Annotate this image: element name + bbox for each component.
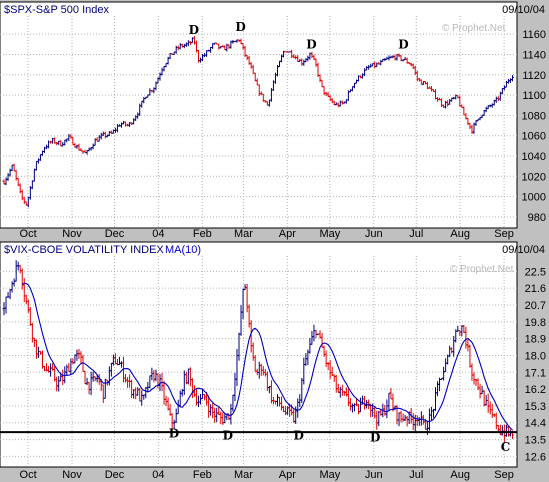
spx-annotation-d: D — [398, 37, 408, 51]
spx-y-tick-label: 1080 — [522, 110, 546, 122]
vix-annotation-d: D — [370, 430, 380, 444]
spx-annotation-d: D — [235, 20, 245, 34]
vix-annotation-d: D — [223, 429, 233, 443]
spx-y-tick-label: 1040 — [522, 151, 546, 163]
vix-ma-label: MA(10) — [165, 244, 201, 256]
vix-panel: $VIX-CBOE VOLATILITY INDEX MA(10) 09/10/… — [0, 241, 546, 481]
vix-watermark: Prophet.Net — [460, 264, 514, 275]
spx-x-tick-label: Dec — [105, 228, 125, 240]
vix-y-axis: 12.6 13.5 14.4 15.3 16.2 17.1 18.0 18.9 19.8 20.7… — [525, 266, 546, 463]
spx-y-tick-label: 1160 — [522, 29, 546, 41]
spx-x-tick-label: Nov — [62, 228, 82, 240]
vix-x-tick-label: Nov — [62, 469, 82, 481]
spx-panel: $SPX-S&P 500 Index 09/10/04 Prophet.Net … — [0, 1, 546, 240]
vix-date: 09/10/04 — [502, 244, 545, 256]
vix-ma-line — [21, 282, 513, 431]
vix-y-tick-label: 12.6 — [525, 451, 546, 463]
vix-grid — [0, 256, 517, 466]
vix-x-tick-label: Sep — [494, 469, 514, 481]
spx-y-tick-label: 1060 — [522, 131, 546, 143]
vix-x-tick-label: Mar — [234, 469, 253, 481]
vix-y-tick-label: 22.5 — [525, 266, 546, 278]
spx-x-tick-label: Apr — [279, 228, 296, 240]
vix-y-tick-label: 13.5 — [525, 435, 546, 447]
spx-x-tick-label: May — [319, 228, 340, 240]
vix-y-tick-label: 16.2 — [525, 384, 546, 396]
spx-x-tick-label: Feb — [193, 228, 212, 240]
vix-x-tick-label: May — [319, 469, 340, 481]
spx-x-tick-label: Oct — [20, 228, 37, 240]
vix-y-tick-label: 18.0 — [525, 350, 546, 362]
vix-x-tick-label: Aug — [450, 469, 470, 481]
spx-price-bars — [2, 36, 514, 208]
spx-x-tick-label: Jul — [409, 228, 423, 240]
vix-x-tick-label: Jun — [365, 469, 383, 481]
vix-annotation-d: D — [169, 427, 179, 441]
spx-y-tick-label: 980 — [528, 212, 546, 224]
spx-ohlc-bar — [510, 75, 514, 82]
vix-annotation-d: D — [293, 429, 303, 443]
spx-x-tick-label: Aug — [450, 228, 470, 240]
vix-y-tick-label: 15.3 — [525, 401, 546, 413]
vix-x-tick-label: 04 — [152, 469, 164, 481]
spx-watermark: Prophet.Net — [452, 23, 506, 34]
vix-y-tick-label: 19.8 — [525, 317, 546, 329]
vix-x-axis: Oct Nov Dec 04 Feb Mar Apr May Jun Jul Aug Sep — [20, 469, 514, 481]
spx-y-tick-label: 1140 — [522, 49, 546, 61]
vix-title: $VIX-CBOE VOLATILITY INDEX — [4, 244, 164, 256]
spx-x-axis: Oct Nov Dec 04 Feb Mar Apr May Jun Jul Aug Sep — [20, 228, 514, 240]
vix-y-tick-label: 14.4 — [525, 418, 546, 430]
vix-watermark-icon: © — [450, 264, 458, 275]
spx-date: 09/10/04 — [502, 4, 545, 16]
spx-y-tick-label: 1000 — [522, 192, 546, 204]
spx-grid — [0, 16, 517, 227]
vix-y-tick-label: 17.1 — [525, 367, 546, 379]
spx-y-tick-label: 1100 — [522, 90, 546, 102]
vix-y-tick-label: 20.7 — [525, 300, 546, 312]
spx-y-axis: 980 1000 1020 1040 1060 1080 1100 1120 1140 1160 — [522, 29, 546, 224]
spx-annotation-d: D — [306, 37, 316, 51]
vix-y-tick-label: 21.6 — [525, 283, 546, 295]
spx-annotations: D D D D — [189, 20, 409, 51]
vix-annotation-c: C — [501, 440, 511, 454]
vix-x-tick-label: Jul — [409, 469, 423, 481]
vix-x-tick-label: Oct — [20, 469, 37, 481]
spx-y-tick-label: 1020 — [522, 171, 546, 183]
spx-x-tick-label: Mar — [234, 228, 253, 240]
spx-watermark-icon: © — [442, 23, 450, 34]
spx-x-tick-label: 04 — [152, 228, 164, 240]
spx-title: $SPX-S&P 500 Index — [4, 4, 109, 16]
spx-x-tick-label: Sep — [494, 228, 514, 240]
vix-annotations: D D D DC — [169, 427, 510, 454]
vix-x-tick-label: Feb — [193, 469, 212, 481]
vix-x-tick-label: Apr — [279, 469, 296, 481]
spx-y-tick-label: 1120 — [522, 70, 546, 82]
vix-x-tick-label: Dec — [105, 469, 125, 481]
spx-annotation-d: D — [189, 23, 199, 37]
vix-y-tick-label: 18.9 — [525, 334, 546, 346]
vix-plot-area — [0, 241, 518, 468]
spx-x-tick-label: Jun — [365, 228, 383, 240]
